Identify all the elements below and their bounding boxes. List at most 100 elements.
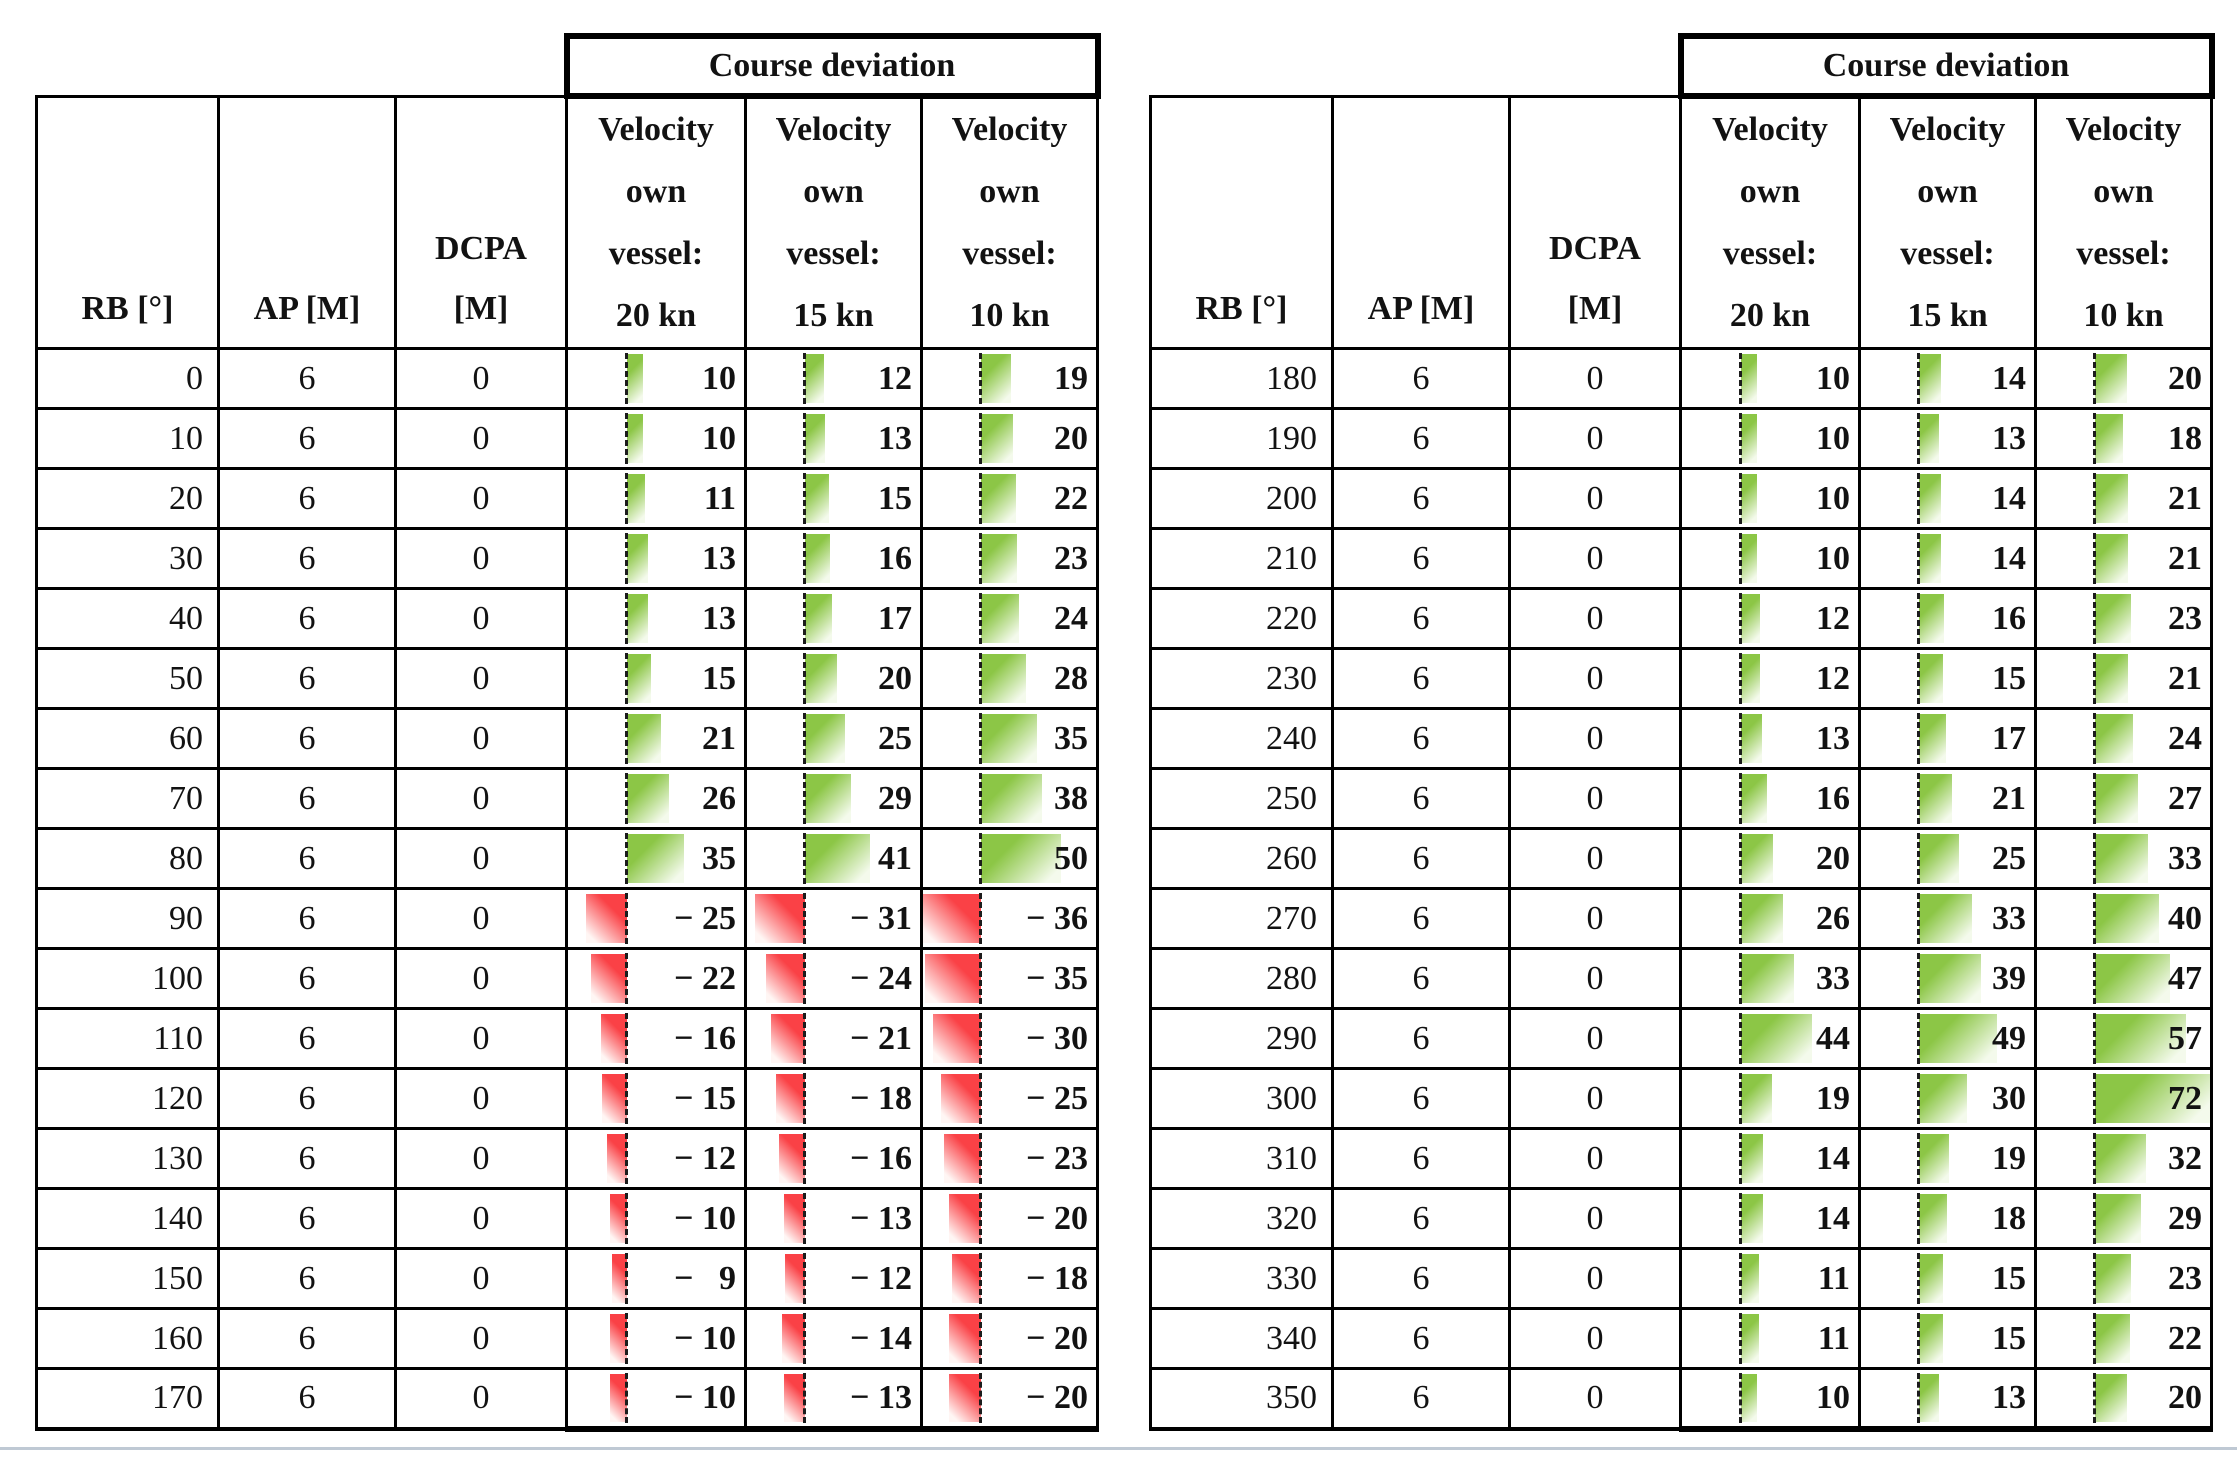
velocity-cell-10kn: 33 [2034, 827, 2213, 890]
bar-axis-line [978, 1313, 982, 1364]
data-bar [2094, 954, 2170, 1003]
data-bar [779, 1134, 805, 1183]
velocity-value: 12 [878, 359, 912, 397]
rb-cell: 290 [1149, 1007, 1334, 1070]
ap-cell: 6 [217, 587, 397, 650]
data-bar [1740, 954, 1795, 1003]
velocity-cell-15kn: 14 [1858, 347, 2037, 410]
velocity-value: 25 [878, 719, 912, 757]
data-bar [1740, 834, 1774, 883]
bar-axis-line [1916, 713, 1920, 764]
bar-axis-line [1916, 1133, 1920, 1184]
ap-cell: 6 [217, 887, 397, 950]
data-bar [980, 534, 1018, 583]
bar-axis-line [978, 1373, 982, 1423]
data-bar [932, 1014, 981, 1063]
rb-cell: 90 [35, 887, 220, 950]
bar-axis-line [978, 1253, 982, 1304]
bar-axis-line [624, 1373, 628, 1423]
course-deviation-table-right: Course deviation RB [°] AP [M] DCPA [M] … [1149, 33, 2215, 1432]
bar-axis-line [802, 473, 806, 524]
title-row: Course deviation [1151, 33, 2215, 99]
bar-axis-line [802, 713, 806, 764]
velocity-cell-10kn: − 23 [920, 1127, 1099, 1190]
table-row: 250 6 0 16 21 27 [1149, 767, 2213, 830]
ap-cell: 6 [217, 947, 397, 1010]
table-row: 220 6 0 12 16 23 [1149, 587, 2213, 650]
data-bar [2094, 1194, 2142, 1243]
velocity-value: − 36 [1026, 899, 1088, 937]
ap-cell: 6 [1331, 1307, 1511, 1370]
ap-cell: 6 [1331, 407, 1511, 470]
velocity-cell-10kn: 22 [2034, 1307, 2213, 1370]
data-bar [1918, 1254, 1943, 1303]
bar-axis-line [624, 1133, 628, 1184]
dcpa-cell: 0 [394, 527, 568, 590]
ap-cell: 6 [217, 1247, 397, 1310]
dcpa-cell: 0 [1508, 527, 1682, 590]
velocity-value: − 20 [1026, 1378, 1088, 1416]
velocity-cell-15kn: − 13 [744, 1367, 923, 1432]
bar-axis-line [1916, 833, 1920, 884]
velocity-cell-15kn: 13 [744, 407, 923, 470]
dcpa-cell: 0 [1508, 887, 1682, 950]
table-row: 0 6 0 10 12 19 [35, 347, 1099, 410]
velocity-value: − 25 [1026, 1079, 1088, 1117]
data-bar [948, 1374, 981, 1422]
rb-cell: 190 [1149, 407, 1334, 470]
bar-axis-line [978, 1013, 982, 1064]
ap-cell: 6 [1331, 1067, 1511, 1130]
ap-cell: 6 [1331, 467, 1511, 530]
data-bar [1740, 474, 1757, 523]
rb-cell: 220 [1149, 587, 1334, 650]
bar-axis-line [802, 1373, 806, 1423]
data-bar [1740, 534, 1757, 583]
velocity-value: 22 [2168, 1319, 2202, 1357]
table-row: 170 6 0 − 10 − 13 − 20 [35, 1367, 1099, 1432]
velocity-value: − 9 [674, 1259, 736, 1297]
velocity-value: 33 [2168, 839, 2202, 877]
velocity-cell-20kn: 10 [1679, 407, 1861, 470]
dcpa-cell: 0 [1508, 1067, 1682, 1130]
bar-axis-line [802, 533, 806, 584]
ap-cell: 6 [217, 1307, 397, 1370]
data-bar [948, 1314, 981, 1363]
table-row: 60 6 0 21 25 35 [35, 707, 1099, 770]
velocity-value: − 10 [674, 1319, 736, 1357]
velocity-value: − 12 [850, 1259, 912, 1297]
data-bar [1740, 594, 1761, 643]
table-row: 300 6 0 19 30 72 [1149, 1067, 2213, 1130]
rb-cell: 160 [35, 1307, 220, 1370]
table-row: 140 6 0 − 10 − 13 − 20 [35, 1187, 1099, 1250]
data-bar [980, 714, 1037, 763]
bar-axis-line [1738, 1373, 1742, 1423]
bar-axis-line [1738, 1253, 1742, 1304]
data-bar [951, 1254, 981, 1303]
velocity-value: 44 [1816, 1019, 1850, 1057]
bar-axis-line [1916, 413, 1920, 464]
bar-axis-line [2092, 713, 2096, 764]
velocity-cell-10kn: − 20 [920, 1187, 1099, 1250]
ap-cell: 6 [217, 707, 397, 770]
velocity-cell-20kn: 44 [1679, 1007, 1861, 1070]
data-bar [1918, 474, 1942, 523]
bar-axis-line [1738, 593, 1742, 644]
table-row: 70 6 0 26 29 38 [35, 767, 1099, 830]
bar-axis-line [1916, 353, 1920, 404]
data-bar [610, 1314, 627, 1363]
bar-axis-line [1738, 1133, 1742, 1184]
velocity-value: 10 [702, 359, 736, 397]
course-deviation-table-left: Course deviation RB [°] AP [M] DCPA [M] … [35, 33, 1101, 1432]
data-bar [626, 354, 643, 403]
velocity-cell-15kn: 14 [1858, 467, 2037, 530]
bar-axis-line [2092, 473, 2096, 524]
velocity-value: 27 [2168, 779, 2202, 817]
table-row: 40 6 0 13 17 24 [35, 587, 1099, 650]
rb-cell: 330 [1149, 1247, 1334, 1310]
bar-axis-line [2092, 353, 2096, 404]
velocity-value: 16 [1992, 599, 2026, 637]
bar-axis-line [1738, 653, 1742, 704]
velocity-cell-20kn: 26 [1679, 887, 1861, 950]
velocity-value: − 20 [1026, 1199, 1088, 1237]
title-row: Course deviation [37, 33, 1101, 99]
